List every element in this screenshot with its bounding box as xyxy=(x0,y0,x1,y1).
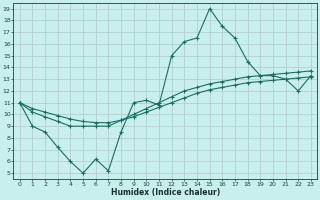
X-axis label: Humidex (Indice chaleur): Humidex (Indice chaleur) xyxy=(111,188,220,197)
